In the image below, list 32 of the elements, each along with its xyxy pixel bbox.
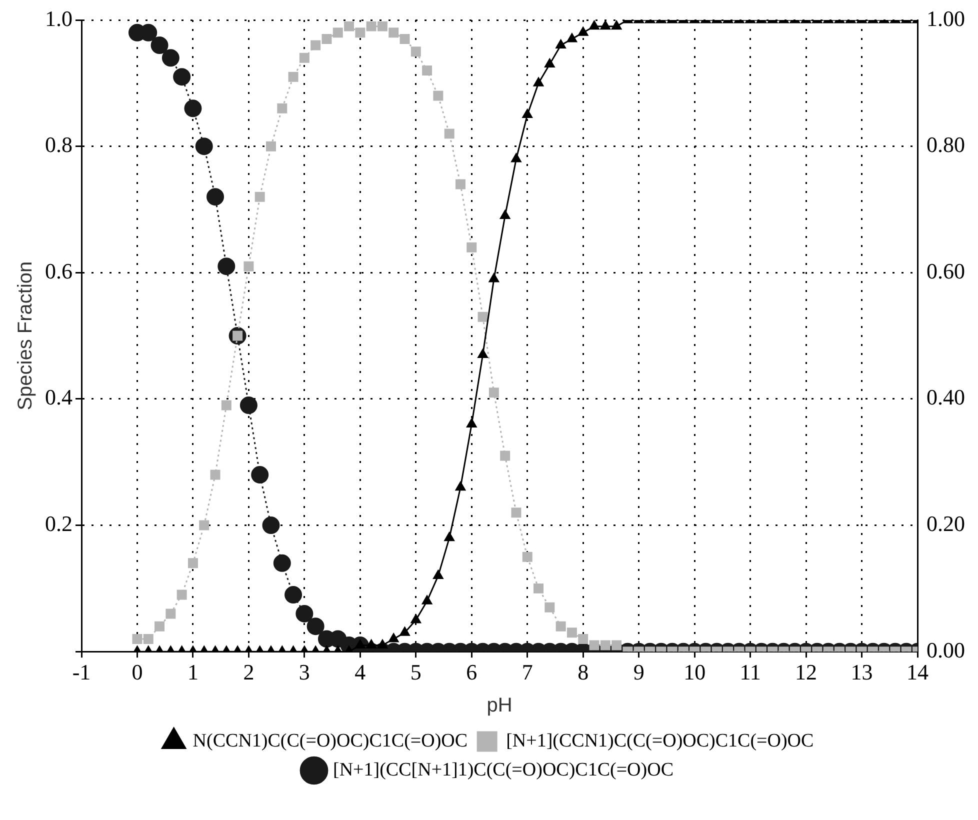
x-tick-label: 9: [633, 660, 644, 685]
x-tick-label: 14: [906, 660, 928, 685]
x-tick-label: 12: [795, 660, 818, 685]
x-tick-label: 8: [578, 660, 589, 685]
y2-tick-label: 0.00: [926, 637, 965, 662]
x-tick-label: 3: [298, 660, 310, 685]
legend-label: N(CCN1)C(C(=O)OC)C1C(=O)OC: [192, 730, 468, 752]
y-axis-title: Species Fraction: [14, 261, 37, 410]
x-tick-label: 0: [132, 660, 143, 685]
legend-label: [N+1](CC[N+1]1)C(C(=O)OC)C1C(=O)OC: [333, 759, 674, 780]
y2-tick-label: 0.20: [926, 511, 965, 536]
x-tick-label: 13: [850, 660, 873, 685]
x-tick-label: 2: [243, 660, 254, 685]
y2-tick-label: 1.00: [926, 6, 965, 31]
x-tick-label: 11: [740, 660, 761, 685]
x-tick-label: 6: [466, 660, 478, 685]
y-tick-label: 1.0: [45, 6, 72, 31]
y2-tick-label: 0.60: [926, 258, 965, 284]
x-tick-label: 10: [684, 660, 706, 685]
x-tick-label: 1: [187, 660, 198, 685]
legend-label: [N+1](CCN1)C(C(=O)OC)C1C(=O)OC: [506, 730, 814, 752]
x-tick-label: 5: [410, 660, 422, 685]
y-tick-label: 0.6: [45, 258, 72, 284]
y-tick-label: 0.8: [45, 132, 72, 158]
y2-tick-label: 0.40: [926, 384, 965, 410]
y-tick-label: 0.2: [45, 511, 72, 536]
x-tick-label: 4: [354, 660, 366, 685]
y-tick-label: 0.4: [45, 384, 72, 410]
x-tick-label: -1: [72, 660, 91, 685]
x-tick-label: 7: [522, 660, 533, 685]
y2-tick-label: 0.80: [926, 132, 965, 158]
x-axis-title: pH: [486, 694, 512, 717]
